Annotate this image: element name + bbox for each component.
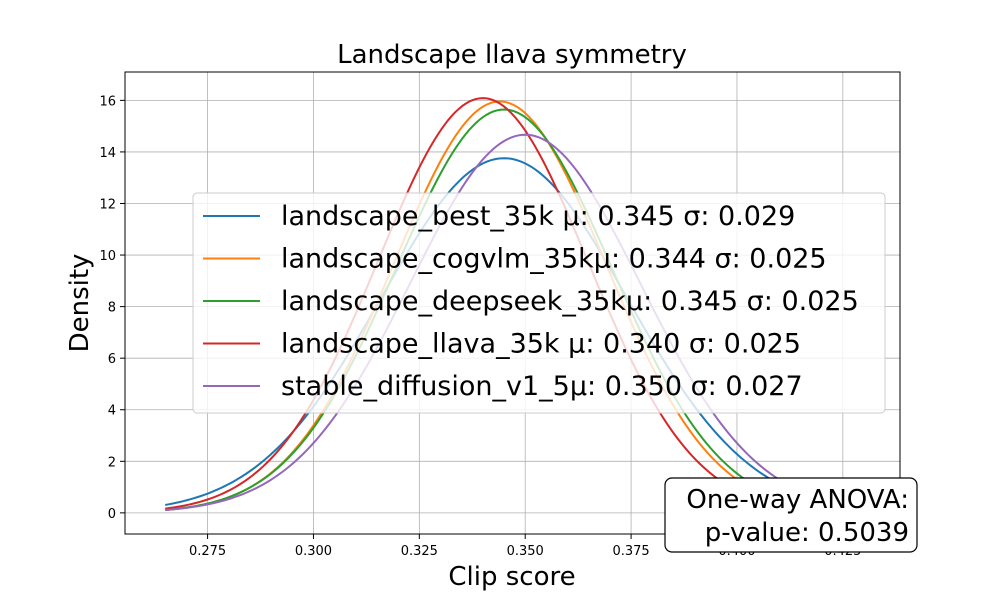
- x-tick-label: 0.325: [401, 544, 438, 559]
- y-tick-label: 6: [108, 352, 116, 367]
- anova-line-1: One-way ANOVA:: [686, 485, 909, 515]
- y-tick-label: 0: [108, 507, 116, 522]
- x-tick-label: 0.350: [507, 544, 544, 559]
- plot-frame: [124, 71, 901, 535]
- y-tick-label: 4: [108, 404, 116, 419]
- y-axis-label: Density: [65, 254, 95, 353]
- x-tick-label: 0.375: [612, 544, 649, 559]
- legend-label-landscape_best_35k: landscape_best_35k μ: 0.345 σ: 0.029: [281, 201, 795, 232]
- x-axis-label: Clip score: [448, 562, 575, 592]
- anova-line-2: p-value: 0.5039: [705, 518, 909, 548]
- chart-title: Landscape llava symmetry: [337, 40, 687, 70]
- y-tick-label: 12: [99, 197, 116, 212]
- legend-items: landscape_best_35k μ: 0.345 σ: 0.029 land…: [203, 201, 859, 402]
- y-tick-label: 2: [108, 455, 116, 470]
- legend-label-landscape_cogvlm_35k: landscape_cogvlm_35kμ: 0.344 σ: 0.025: [281, 244, 827, 275]
- y-tick-label: 8: [108, 301, 116, 316]
- anova-box: [664, 477, 918, 553]
- series-line-stable_diffusion_v1_5: [165, 133, 865, 511]
- legend-box: [192, 192, 886, 414]
- y-tick-label: 16: [99, 94, 116, 109]
- y-ticks: 0 2 4 6 8 10 12 14 16: [99, 94, 125, 522]
- x-tick-label: 0.300: [295, 544, 332, 559]
- legend: landscape_best_35k μ: 0.345 σ: 0.029 land…: [192, 192, 886, 414]
- y-tick-label: 10: [99, 249, 116, 264]
- series-line-landscape_best_35k: [165, 157, 865, 510]
- legend-label-stable_diffusion_v1_5: stable_diffusion_v1_5μ: 0.350 σ: 0.027: [281, 371, 803, 402]
- legend-label-landscape_llava_35k: landscape_llava_35k μ: 0.340 σ: 0.025: [281, 329, 801, 360]
- y-tick-label: 14: [99, 146, 116, 161]
- anova-annotation: One-way ANOVA: p-value: 0.5039: [664, 477, 918, 553]
- x-tick-label: 0.275: [189, 544, 226, 559]
- legend-label-landscape_deepseek_35k: landscape_deepseek_35kμ: 0.345 σ: 0.025: [281, 286, 859, 317]
